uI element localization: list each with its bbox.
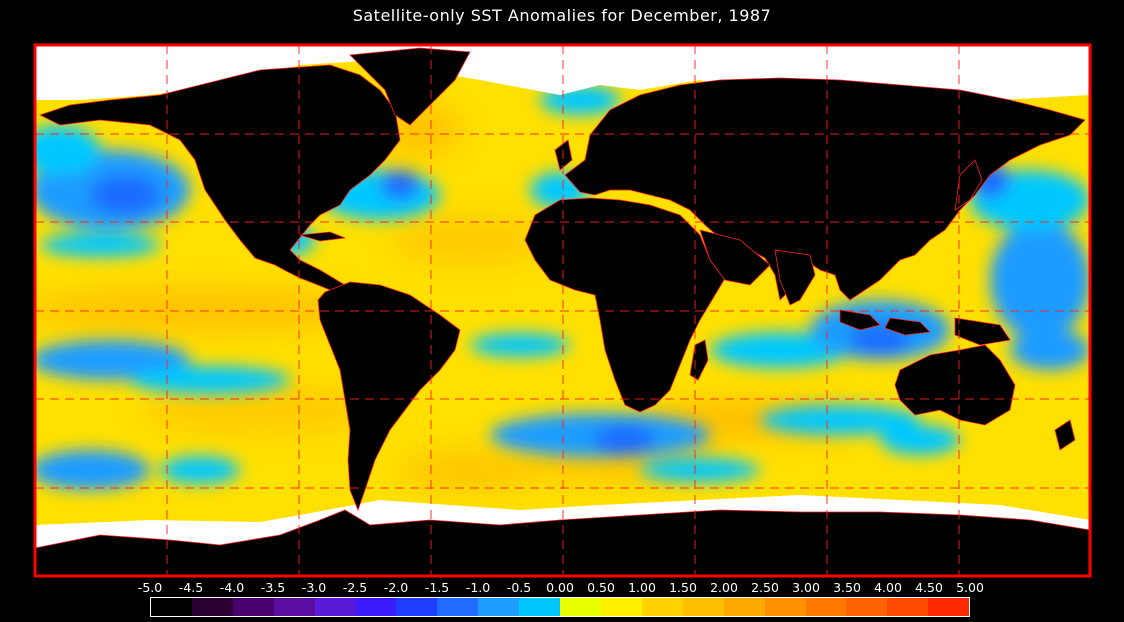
- colorbar-tick-label: 3.50: [833, 580, 861, 595]
- colorbar: [150, 597, 970, 617]
- colorbar-swatch: [723, 598, 765, 616]
- colorbar-tick-label: -5.0: [137, 580, 163, 595]
- colorbar-labels: -5.0 -4.5 -4.0 -3.5 -3.0 -2.5 -2.0 -1.5 -1.0 -0.5…: [0, 580, 1124, 596]
- colorbar-tick-label: 2.50: [751, 580, 779, 595]
- colorbar-tick-label: 5.00: [956, 580, 984, 595]
- colorbar-swatch: [191, 598, 233, 616]
- colorbar-tick-label: 0.50: [587, 580, 615, 595]
- map-title: Satellite-only SST Anomalies for Decembe…: [352, 6, 772, 25]
- colorbar-tick-label: -0.5: [506, 580, 532, 595]
- colorbar-tick-label: 1.50: [669, 580, 697, 595]
- colorbar-swatch: [764, 598, 806, 616]
- colorbar-swatch: [437, 598, 479, 616]
- colorbar-swatch: [682, 598, 724, 616]
- colorbar-swatch: [478, 598, 520, 616]
- greenland: [349, 47, 471, 126]
- colorbar-tick-label: -3.5: [260, 580, 286, 595]
- colorbar-tick-label: -3.0: [301, 580, 327, 595]
- colorbar-tick-label: 4.00: [874, 580, 902, 595]
- colorbar-tick-label: 1.00: [628, 580, 656, 595]
- colorbar-swatch: [846, 598, 888, 616]
- colorbar-tick-label: -4.0: [219, 580, 245, 595]
- colorbar-tick-label: -1.0: [465, 580, 491, 595]
- colorbar-swatch: [273, 598, 315, 616]
- colorbar-swatch: [641, 598, 683, 616]
- colorbar-tick-label: -4.5: [178, 580, 204, 595]
- colorbar-swatch: [600, 598, 642, 616]
- colorbar-swatch: [560, 598, 601, 616]
- colorbar-swatch: [928, 598, 970, 616]
- australia: [894, 344, 1016, 426]
- south-america: [317, 281, 461, 512]
- colorbar-tick-label: 2.00: [710, 580, 738, 595]
- graticule: [35, 45, 1090, 576]
- colorbar-swatch: [314, 598, 356, 616]
- colorbar-swatch: [151, 598, 192, 616]
- colorbar-swatch: [355, 598, 397, 616]
- africa: [524, 197, 731, 413]
- colorbar-swatch: [805, 598, 847, 616]
- colorbar-tick-label: -2.5: [342, 580, 368, 595]
- colorbar-swatch: [396, 598, 438, 616]
- colorbar-tick-label: 3.00: [792, 580, 820, 595]
- colorbar-swatch: [232, 598, 274, 616]
- colorbar-tick-label: 4.50: [915, 580, 943, 595]
- north-america: [38, 64, 401, 293]
- colorbar-swatch: [519, 598, 561, 616]
- map-frame: [33, 43, 1092, 578]
- colorbar-swatch: [887, 598, 929, 616]
- colorbar-tick-label: 0.00: [546, 580, 574, 595]
- colorbar-tick-label: -1.5: [424, 580, 450, 595]
- colorbar-tick-label: -2.0: [383, 580, 409, 595]
